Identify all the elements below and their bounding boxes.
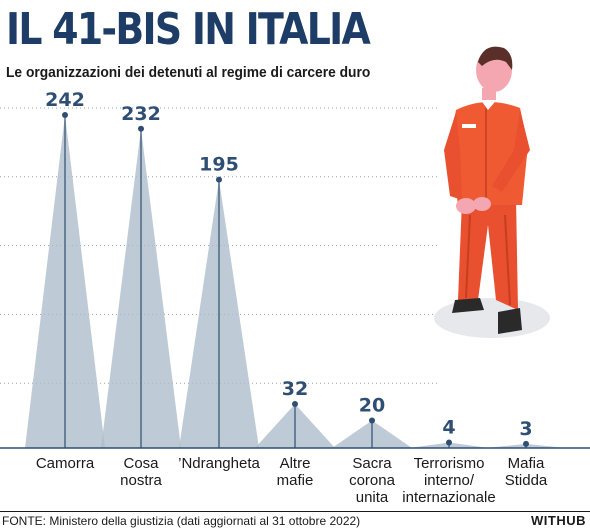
category-label: Sacra corona unita — [349, 455, 395, 506]
data-point — [523, 440, 529, 447]
brand-logo: WITHUB — [531, 513, 586, 528]
data-point — [138, 125, 144, 132]
category-label: Camorra — [35, 455, 95, 472]
data-point — [216, 176, 222, 183]
category-label: Terrorismo interno/internazionale — [402, 455, 496, 506]
source-note: FONTE: Ministero della giustizia (dati a… — [2, 514, 361, 528]
value-label: 232 — [121, 103, 161, 125]
footer-rule — [0, 511, 590, 512]
category-label: Altre mafie — [276, 455, 314, 489]
data-point — [369, 417, 375, 424]
page-subtitle: Le organizzazioni dei detenuti al regime… — [6, 64, 371, 81]
page-title: IL 41-BIS IN ITALIA — [6, 4, 371, 55]
value-label: 3 — [519, 418, 532, 440]
category-label: Cosa nostra — [120, 455, 162, 489]
value-label: 32 — [282, 378, 308, 400]
value-label: 195 — [199, 154, 239, 176]
category-label: Mafia Stidda — [504, 455, 548, 489]
category-label: ’Ndrangheta — [178, 455, 260, 472]
data-point — [292, 400, 298, 407]
prisoner-illustration — [434, 46, 550, 338]
data-point — [446, 439, 452, 446]
value-label: 20 — [359, 394, 385, 416]
value-label: 4 — [442, 416, 455, 438]
value-label: 242 — [45, 89, 85, 111]
data-point — [62, 112, 68, 119]
